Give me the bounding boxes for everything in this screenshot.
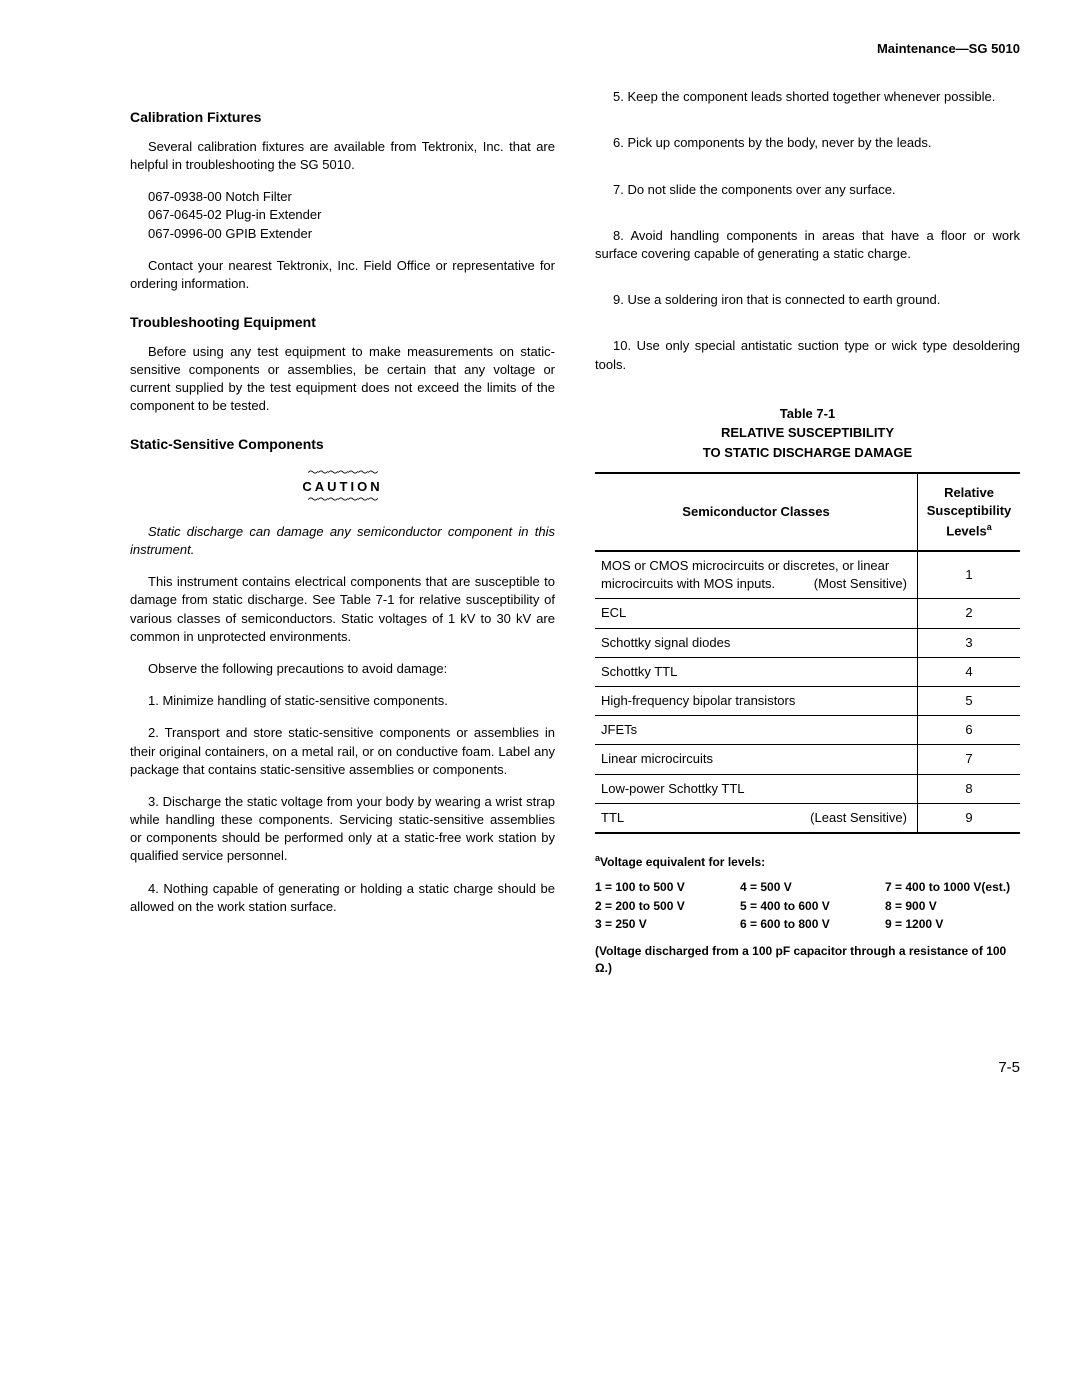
cell-level: 2: [918, 599, 1021, 628]
cell-level: 9: [918, 803, 1021, 833]
precaution-6: 6. Pick up components by the body, never…: [595, 134, 1020, 152]
precaution-7: 7. Do not slide the components over any …: [595, 181, 1020, 199]
table-row: High-frequency bipolar transistors5: [595, 687, 1020, 716]
th-levels-c: Levels: [946, 523, 986, 538]
cell-class: Low-power Schottky TTL: [595, 774, 918, 803]
static-intro: This instrument contains electrical comp…: [130, 573, 555, 646]
footnote-title-text: Voltage equivalent for levels:: [600, 855, 765, 869]
cell-level: 8: [918, 774, 1021, 803]
level-item: 6 = 600 to 800 V: [740, 916, 875, 933]
two-column-layout: Calibration Fixtures Several calibration…: [130, 88, 1020, 977]
cell-level: 5: [918, 687, 1021, 716]
final-note: (Voltage discharged from a 100 pF capaci…: [595, 943, 1020, 977]
precaution-9: 9. Use a soldering iron that is connecte…: [595, 291, 1020, 309]
precaution-3: 3. Discharge the static voltage from you…: [130, 793, 555, 866]
caution-wave-bottom: 〜〜〜〜〜〜〜: [273, 496, 413, 505]
th-classes: Semiconductor Classes: [595, 473, 918, 551]
level-item: 2 = 200 to 500 V: [595, 898, 730, 915]
fixture-list: 067-0938-00 Notch Filter 067-0645-02 Plu…: [148, 188, 555, 243]
table-title-line1: RELATIVE SUSCEPTIBILITY: [721, 425, 894, 440]
level-item: 3 = 250 V: [595, 916, 730, 933]
right-column: 5. Keep the component leads shorted toge…: [595, 88, 1020, 977]
sensitivity-note: (Most Sensitive): [814, 575, 907, 593]
calib-contact: Contact your nearest Tektronix, Inc. Fie…: [130, 257, 555, 293]
levels-grid: 1 = 100 to 500 V 4 = 500 V 7 = 400 to 1000…: [595, 879, 1020, 933]
heading-static: Static-Sensitive Components: [130, 435, 555, 455]
susceptibility-table: Semiconductor Classes Relative Susceptib…: [595, 472, 1020, 834]
table-row: Linear microcircuits7: [595, 745, 1020, 774]
precautions-lead: Observe the following precautions to avo…: [130, 660, 555, 678]
table-row: Low-power Schottky TTL8: [595, 774, 1020, 803]
cell-level: 1: [918, 551, 1021, 599]
heading-calibration: Calibration Fixtures: [130, 108, 555, 128]
table-row: JFETs6: [595, 716, 1020, 745]
caution-wave-top: 〜〜〜〜〜〜〜: [273, 469, 413, 478]
sensitivity-note: (Least Sensitive): [810, 809, 907, 827]
precaution-8: 8. Avoid handling components in areas th…: [595, 227, 1020, 263]
precaution-2: 2. Transport and store static-sensitive …: [130, 724, 555, 779]
level-item: 4 = 500 V: [740, 879, 875, 896]
table-title-line2: TO STATIC DISCHARGE DAMAGE: [703, 445, 912, 460]
table-row: Schottky TTL4: [595, 657, 1020, 686]
cell-class: ECL: [595, 599, 918, 628]
precaution-1: 1. Minimize handling of static-sensitive…: [130, 692, 555, 710]
table-title: Table 7-1 RELATIVE SUSCEPTIBILITY TO STA…: [595, 404, 1020, 463]
fixture-item: 067-0996-00 GPIB Extender: [148, 225, 555, 243]
heading-troubleshooting: Troubleshooting Equipment: [130, 313, 555, 333]
table-row: ECL2: [595, 599, 1020, 628]
footnote-title: aVoltage equivalent for levels:: [595, 852, 1020, 871]
left-column: Calibration Fixtures Several calibration…: [130, 88, 555, 977]
precaution-4: 4. Nothing capable of generating or hold…: [130, 880, 555, 916]
cell-class: JFETs: [595, 716, 918, 745]
caution-box: 〜〜〜〜〜〜〜 CAUTION 〜〜〜〜〜〜〜: [273, 469, 413, 505]
caution-text: Static discharge can damage any semicond…: [130, 523, 555, 559]
precaution-10: 10. Use only special antistatic suction …: [595, 337, 1020, 373]
th-levels: Relative Susceptibility Levelsa: [918, 473, 1021, 551]
precaution-5: 5. Keep the component leads shorted toge…: [595, 88, 1020, 106]
cell-class: Schottky signal diodes: [595, 628, 918, 657]
cell-class: MOS or CMOS microcircuits or discretes, …: [595, 551, 918, 599]
level-item: 9 = 1200 V: [885, 916, 1020, 933]
th-levels-b: Susceptibility: [927, 503, 1012, 518]
table-number: Table 7-1: [780, 406, 835, 421]
level-item: 1 = 100 to 500 V: [595, 879, 730, 896]
cell-class: Linear microcircuits: [595, 745, 918, 774]
level-item: 5 = 400 to 600 V: [740, 898, 875, 915]
page-number: 7-5: [130, 1057, 1020, 1078]
cell-level: 7: [918, 745, 1021, 774]
calib-intro: Several calibration fixtures are availab…: [130, 138, 555, 174]
cell-class: Schottky TTL: [595, 657, 918, 686]
cell-class: TTL(Least Sensitive): [595, 803, 918, 833]
fixture-item: 067-0938-00 Notch Filter: [148, 188, 555, 206]
header-manual-id: Maintenance—SG 5010: [130, 40, 1020, 58]
level-item: 7 = 400 to 1000 V(est.): [885, 879, 1020, 896]
cell-class: High-frequency bipolar transistors: [595, 687, 918, 716]
table-row: Schottky signal diodes3: [595, 628, 1020, 657]
trouble-text: Before using any test equipment to make …: [130, 343, 555, 416]
table-row: MOS or CMOS microcircuits or discretes, …: [595, 551, 1020, 599]
cell-level: 4: [918, 657, 1021, 686]
cell-level: 6: [918, 716, 1021, 745]
cell-level: 3: [918, 628, 1021, 657]
th-levels-a: Relative: [944, 485, 994, 500]
fixture-item: 067-0645-02 Plug-in Extender: [148, 206, 555, 224]
table-row: TTL(Least Sensitive)9: [595, 803, 1020, 833]
level-item: 8 = 900 V: [885, 898, 1020, 915]
